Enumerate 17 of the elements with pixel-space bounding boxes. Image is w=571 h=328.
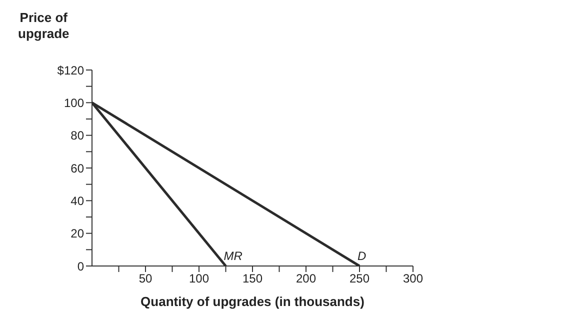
y-tick-label: $120	[57, 63, 84, 78]
x-axis-title: Quantity of upgrades (in thousands)	[140, 294, 364, 309]
y-tick-label: 20	[70, 226, 84, 241]
y-axis-title: Price of upgrade	[18, 10, 70, 42]
x-tick-label: 250	[349, 272, 370, 286]
series-label: MR	[224, 249, 243, 263]
y-tick-label: 100	[64, 96, 84, 110]
x-tick-label: 100	[188, 272, 210, 286]
x-tick-label: 300	[402, 272, 424, 286]
x-tick-label: 150	[242, 272, 263, 286]
x-tick-label: 50	[138, 272, 152, 286]
y-tick-label: 80	[70, 128, 84, 143]
y-tick-label: 0	[77, 259, 84, 274]
series-label: D	[358, 249, 366, 263]
x-tick-label: 200	[296, 272, 316, 286]
y-tick-label: 40	[70, 194, 84, 208]
y-tick-label: 60	[70, 161, 84, 176]
